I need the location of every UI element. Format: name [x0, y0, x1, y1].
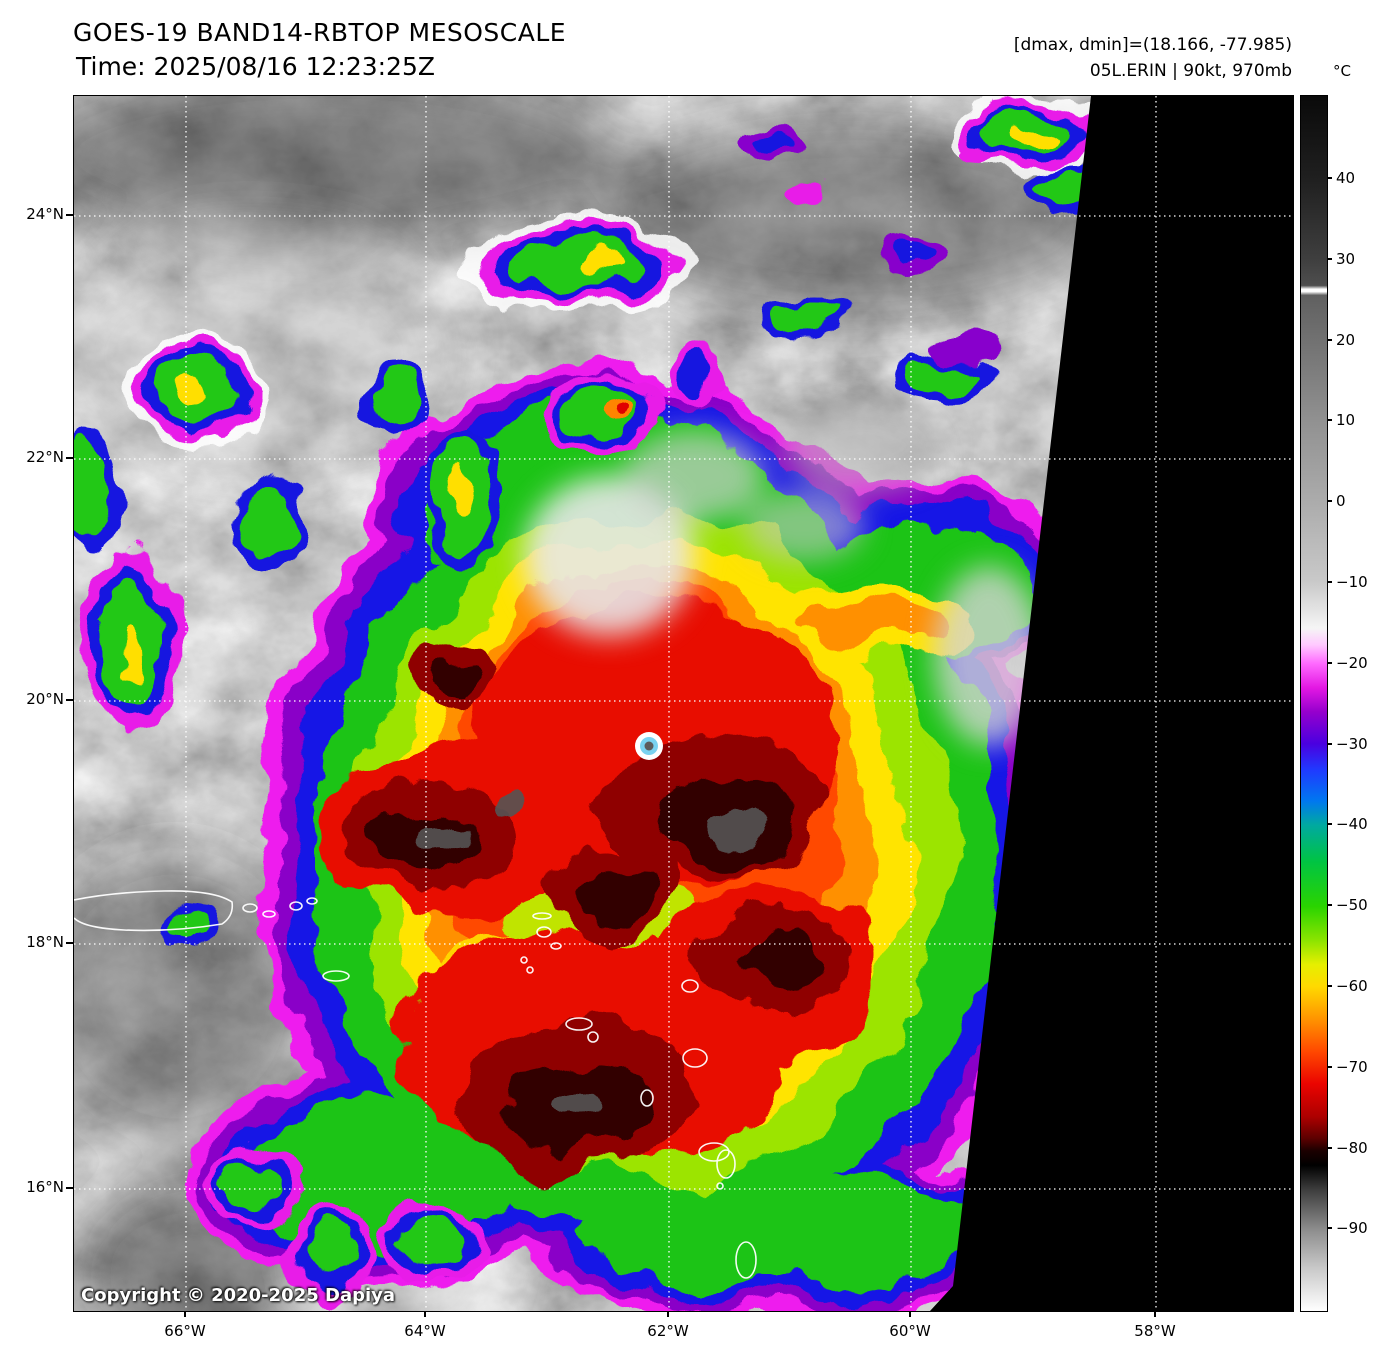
lat-label-18n: 18°N [26, 933, 64, 951]
colorbar-tick [1327, 743, 1332, 745]
colorbar-tick [1327, 581, 1332, 583]
colorbar-tick-label: −80 [1336, 1139, 1368, 1157]
colorbar-tick-label: 10 [1336, 411, 1356, 429]
y-axis-tick [66, 457, 73, 459]
satellite-map: Copyright © 2020-2025 Dapiya [73, 95, 1294, 1312]
colorbar-tick [1327, 1147, 1332, 1149]
colorbar-gradient [1301, 96, 1327, 1311]
colorbar-tick [1327, 1066, 1332, 1068]
colorbar-tick [1327, 1227, 1332, 1229]
x-axis-tick [184, 1311, 186, 1317]
convective-cells [74, 96, 1122, 1306]
y-axis-tick [66, 214, 73, 216]
colorbar-tick-label: −40 [1336, 815, 1368, 833]
no-data-region [930, 96, 1293, 1311]
colorbar-tick [1327, 258, 1332, 260]
colorbar-tick [1327, 985, 1332, 987]
colorbar-tick-label: 40 [1336, 169, 1356, 187]
x-axis-tick [1154, 1311, 1156, 1317]
colorbar-tick-label: −30 [1336, 735, 1368, 753]
lon-label-60w: 60°W [889, 1322, 931, 1340]
lon-label-64w: 64°W [404, 1322, 446, 1340]
lon-label-66w: 66°W [164, 1322, 206, 1340]
y-axis-tick [66, 942, 73, 944]
warm-cloud-patches [524, 401, 1044, 746]
colorbar-tick [1327, 419, 1332, 421]
colorbar-tick-label: 20 [1336, 331, 1356, 349]
colorbar-tick-label: −10 [1336, 573, 1368, 591]
lat-label-24n: 24°N [26, 205, 64, 223]
copyright-label: Copyright © 2020-2025 Dapiya [81, 1285, 396, 1306]
colorbar-tick [1327, 177, 1332, 179]
colorbar-tick [1327, 904, 1332, 906]
coastlines [74, 890, 757, 1279]
lat-label-22n: 22°N [26, 448, 64, 466]
dmax-dmin-readout: [dmax, dmin]=(18.166, -77.985) [1013, 35, 1292, 55]
colorbar-tick-label: 0 [1336, 492, 1346, 510]
page-title: GOES-19 BAND14-RBTOP MESOSCALE [73, 18, 567, 47]
colorbar-tick-label: −70 [1336, 1058, 1368, 1076]
colorbar-tick [1327, 500, 1332, 502]
colorbar-tick-label: 30 [1336, 250, 1356, 268]
x-axis-tick [909, 1311, 911, 1317]
y-axis-tick [66, 699, 73, 701]
hurricane-eye [635, 732, 663, 760]
colorbar-tick [1327, 823, 1332, 825]
colorbar-tick [1327, 339, 1332, 341]
colorbar-tick-label: −50 [1336, 896, 1368, 914]
graticule [74, 96, 1293, 1311]
x-axis-tick [424, 1311, 426, 1317]
colorbar-tick [1327, 662, 1332, 664]
satellite-image [74, 96, 1293, 1311]
storm-intensity-readout: 05L.ERIN | 90kt, 970mb [1089, 61, 1292, 81]
colorbar-tick-label: −90 [1336, 1219, 1368, 1237]
colorbar-tick-label: −20 [1336, 654, 1368, 672]
header-right-info: [dmax, dmin]=(18.166, -77.985) 05L.ERIN … [1014, 32, 1292, 84]
lon-label-62w: 62°W [647, 1322, 689, 1340]
colorbar-unit-label: °C [1333, 62, 1351, 80]
lon-label-58w: 58°W [1134, 1322, 1176, 1340]
lat-label-16n: 16°N [26, 1178, 64, 1196]
x-axis-tick [667, 1311, 669, 1317]
temperature-colorbar [1300, 95, 1328, 1312]
image-timestamp: Time: 2025/08/16 12:23:25Z [76, 52, 435, 81]
colorbar-tick-label: −60 [1336, 977, 1368, 995]
y-axis-tick [66, 1187, 73, 1189]
lat-label-20n: 20°N [26, 690, 64, 708]
